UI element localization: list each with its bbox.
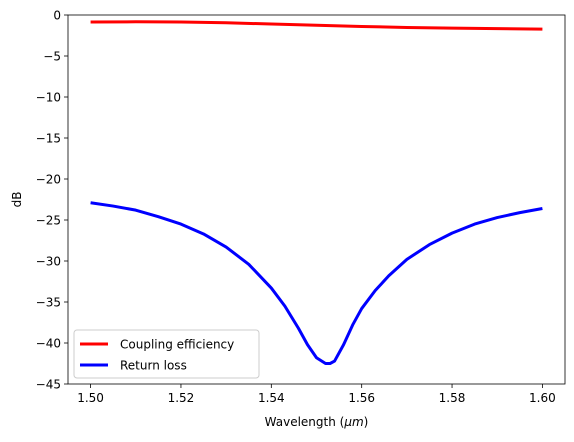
x-axis-label-suffix: ) [364,415,369,429]
y-tick-label: −40 [36,336,61,350]
y-tick-label: −20 [36,172,61,186]
x-tick-label: 1.58 [439,391,466,405]
x-tick-label: 1.50 [77,391,104,405]
x-tick-label: 1.60 [529,391,556,405]
x-axis-label: Wavelength (μm) [265,415,369,429]
x-tick-label: 1.52 [168,391,195,405]
y-tick-label: −35 [36,295,61,309]
y-tick-label: −45 [36,377,61,391]
series-line-1 [90,201,543,365]
x-axis-label-unit: μm [343,415,363,429]
legend-label: Return loss [120,358,187,372]
y-axis-label: dB [10,192,24,208]
series-line-0 [90,20,543,31]
plot-lines [90,20,543,365]
legend-box [73,329,260,379]
x-tick-label: 1.54 [258,391,285,405]
y-tick-label: −15 [36,131,61,145]
x-axis: 1.50 1.52 1.54 1.56 1.58 1.60 [77,384,556,405]
x-axis-label-prefix: Wavelength ( [265,415,345,429]
legend-label: Coupling efficiency [120,337,234,351]
y-tick-label: −25 [36,213,61,227]
axes-frame [67,14,566,385]
y-tick-label: −10 [36,90,61,104]
y-tick-label: 0 [53,8,61,22]
y-tick-label: −30 [36,254,61,268]
y-axis: 0 −5 −10 −15 −20 −25 −30 −35 −40 −45 [36,8,68,391]
x-tick-label: 1.56 [348,391,375,405]
legend: Coupling efficiency Return loss [73,329,260,379]
y-tick-label: −5 [43,49,61,63]
